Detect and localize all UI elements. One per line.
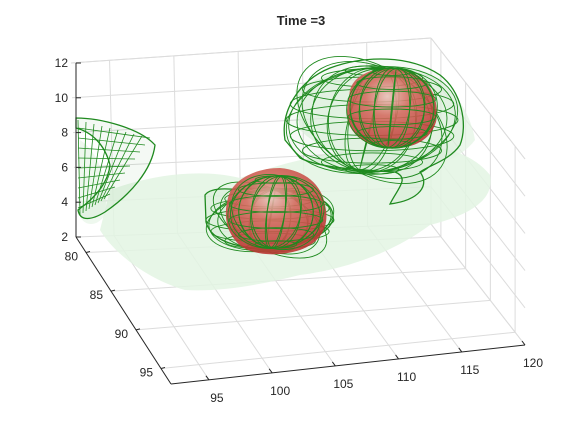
axes: [75, 63, 526, 385]
mesh-over-red-ur: [346, 67, 438, 149]
x-tick-mark: [268, 368, 273, 374]
x-tick-mark: [395, 354, 399, 360]
y-tick-mark: [160, 367, 166, 370]
isosurfaces: [75, 55, 465, 259]
y-floor-grid-line: [160, 331, 516, 370]
x-tick-label: 120: [523, 356, 543, 370]
y-tick-mark: [110, 289, 116, 292]
z-tick-label: 4: [61, 195, 68, 209]
z-tick-label: 12: [55, 56, 69, 70]
x-tick-label: 100: [270, 384, 290, 398]
x-tick-labels: 95 100 105 110 115 120: [205, 340, 543, 405]
z-tick-label: 10: [55, 91, 69, 105]
x-tick-label: 110: [397, 370, 416, 384]
green-mesh-left: [75, 117, 156, 220]
side-top-edge: [430, 37, 526, 160]
x-tick-mark: [458, 347, 463, 353]
x-tick-mark: [521, 340, 526, 346]
x-tick-mark: [205, 375, 210, 381]
z-tick-labels: 2 4 6 8 10 12: [55, 56, 81, 244]
x-tick-mark: [331, 361, 336, 367]
x-tick-label: 115: [460, 363, 479, 377]
y-tick-label: 80: [65, 249, 79, 263]
y-tick-labels: 80 85 90 95: [65, 249, 166, 380]
x-tick-label: 95: [210, 391, 224, 405]
y-tick-label: 90: [115, 327, 129, 341]
z-tick-label: 2: [61, 230, 68, 244]
y-axis-line: [75, 236, 172, 385]
y-tick-label: 95: [140, 366, 154, 380]
chart-title: Time =3: [277, 13, 326, 28]
mesh-over-red-c: [227, 174, 325, 250]
x-floor-grid-line: [430, 223, 526, 346]
z-tick-label: 6: [61, 160, 68, 174]
z-tick-label: 8: [61, 126, 68, 140]
y-tick-mark: [85, 250, 91, 253]
y-floor-grid-line: [135, 299, 491, 331]
x-tick-label: 105: [333, 377, 353, 391]
y-tick-mark: [135, 328, 141, 331]
x-axis-line: [170, 344, 526, 385]
y-tick-label: 85: [90, 288, 104, 302]
y-floor-grid-line: [110, 268, 466, 292]
back-top-edge: [70, 37, 432, 64]
